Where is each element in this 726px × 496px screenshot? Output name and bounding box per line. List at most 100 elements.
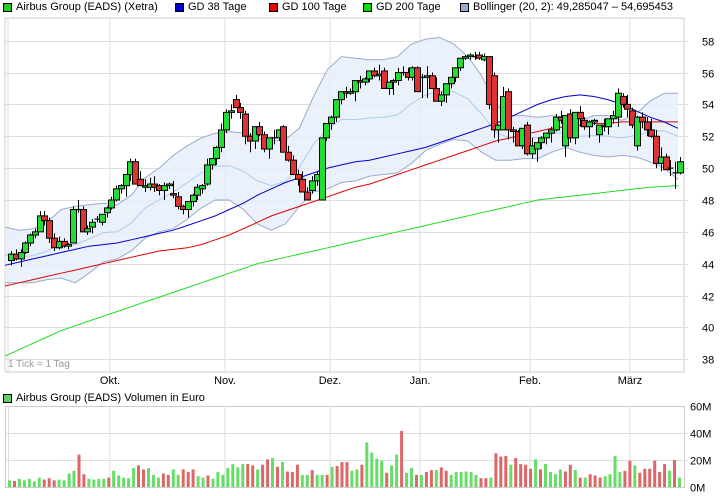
volume-bar [320,474,324,487]
candle [65,242,72,250]
volume-bar [325,474,329,487]
volume-bar [544,464,547,487]
volume-bar [147,468,150,487]
legend-item: Airbus Group (EADS) (Xetra) [3,1,158,13]
candle [22,241,29,255]
volume-bar [484,478,488,487]
candle [510,126,517,143]
volume-bar [201,477,205,487]
svg-text:Feb.: Feb. [519,375,541,387]
volume-bar [87,478,91,487]
candle [108,196,115,210]
candle [491,72,498,138]
volume-bar [539,469,542,487]
volume-bar [226,468,230,487]
volume-bar [603,476,607,487]
volume-bar [628,460,632,487]
svg-text:20M: 20M [690,456,711,468]
volume-bar [568,464,572,487]
volume-bar [405,472,408,487]
volume-bar [310,470,314,487]
candle [309,176,316,194]
volume-bar [132,468,136,487]
volume-bar [241,464,245,487]
volume-bar [449,474,453,487]
legend-swatch [3,2,12,12]
volume-bar [57,479,61,487]
volume-bar [648,468,652,487]
candle [596,124,603,143]
volume-bar [176,474,180,487]
volume-bar [77,454,81,487]
volume-bar [206,475,210,487]
candle [199,184,206,194]
volume-legend-swatch [3,393,12,403]
volume-bar [578,477,582,487]
legend-item: Bollinger (20, 2): 49,285047 – 54,695453 [460,1,673,13]
candle [653,129,660,169]
volume-bar [534,459,538,487]
candle [113,185,120,202]
candle [32,228,39,239]
volume-bar [380,460,384,487]
candle [299,171,306,193]
volume-bar [117,475,121,487]
candle [319,137,326,201]
candle [577,106,584,127]
candle [233,94,240,109]
volume-bar [256,469,260,487]
volume-bar [588,474,592,487]
candle [132,158,139,185]
candle [170,180,177,199]
candle [615,88,622,127]
candle [605,118,612,135]
svg-text:52: 52 [702,132,714,144]
volume-bar [281,462,284,487]
candle [395,67,402,86]
candle [639,112,646,129]
candle [352,80,359,102]
svg-text:Jan.: Jan. [410,375,431,387]
svg-text:58: 58 [702,37,714,49]
candle [41,211,48,226]
candle [452,67,459,83]
candle [538,136,545,150]
volume-bar [97,478,101,487]
candle [534,142,541,162]
volume-bar [479,478,483,487]
volume-bar [360,464,364,487]
volume-bar [469,472,473,487]
legend-label: Airbus Group (EADS) (Xetra) [16,1,158,13]
candle [620,93,627,108]
svg-text:60M: 60M [690,402,711,414]
volume-bar [385,472,389,487]
legend-label: GD 100 Tage [282,1,347,13]
volume-bar [196,476,200,487]
volume-bar [454,472,458,487]
candle [266,137,273,159]
volume-bar [643,468,647,487]
candle [414,66,421,93]
candle [185,201,192,218]
volume-bar [583,477,587,487]
candle [137,171,144,187]
volume-bar [22,480,26,488]
volume-bar [221,474,225,487]
svg-text:44: 44 [702,260,714,272]
volume-bar [424,472,428,487]
svg-text:50: 50 [702,164,714,176]
legend-swatch [175,2,184,12]
volume-bar [489,477,493,487]
volume-bar [112,470,116,487]
candle [223,109,230,134]
volume-bar [419,474,423,487]
candle [429,72,436,89]
volume-bar [166,474,170,487]
price-chart: 38 40 42 44 46 48 50 52 54 56 58 Okt. Nov. Dez. Jan. Fe… [4,17,714,387]
volume-bar [67,473,71,487]
volume-bar [261,464,265,487]
candle [204,158,211,186]
candle [290,155,297,175]
candle [586,120,593,138]
volume-bar [251,465,255,487]
